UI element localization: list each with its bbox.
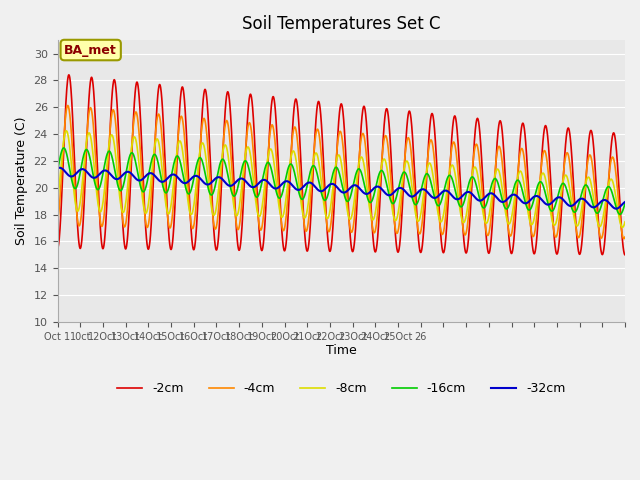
-8cm: [549, 220, 557, 226]
-4cm: [54, 220, 61, 226]
-2cm: [549, 216, 557, 222]
-32cm: [612, 206, 620, 212]
-4cm: [610, 157, 618, 163]
-8cm: [271, 171, 279, 177]
-2cm: [65, 72, 73, 78]
-2cm: [54, 245, 61, 251]
Line: -4cm: -4cm: [58, 106, 625, 239]
-2cm: [610, 131, 618, 136]
-16cm: [118, 185, 126, 191]
-2cm: [296, 140, 304, 145]
-32cm: [56, 165, 63, 170]
-32cm: [610, 205, 618, 211]
-16cm: [549, 208, 557, 214]
-16cm: [296, 193, 304, 199]
-8cm: [610, 184, 618, 190]
-32cm: [118, 172, 126, 178]
-4cm: [549, 221, 557, 227]
-4cm: [271, 142, 279, 148]
Legend: -2cm, -4cm, -8cm, -16cm, -32cm: -2cm, -4cm, -8cm, -16cm, -32cm: [112, 377, 570, 400]
-32cm: [271, 186, 279, 192]
-8cm: [54, 198, 61, 204]
Y-axis label: Soil Temperature (C): Soil Temperature (C): [15, 117, 28, 245]
Title: Soil Temperatures Set C: Soil Temperatures Set C: [242, 15, 440, 33]
Line: -32cm: -32cm: [58, 168, 625, 209]
-8cm: [621, 219, 629, 225]
-16cm: [271, 185, 279, 191]
Text: BA_met: BA_met: [65, 44, 117, 57]
Line: -8cm: -8cm: [58, 131, 625, 227]
-16cm: [621, 201, 629, 206]
X-axis label: Time: Time: [326, 345, 356, 358]
-4cm: [620, 236, 628, 241]
-16cm: [60, 145, 68, 151]
-16cm: [54, 168, 61, 174]
-4cm: [152, 124, 160, 130]
Line: -16cm: -16cm: [58, 148, 625, 215]
-8cm: [296, 190, 304, 196]
-2cm: [118, 215, 126, 221]
-4cm: [64, 103, 72, 108]
-4cm: [621, 234, 629, 240]
-32cm: [549, 199, 557, 204]
-4cm: [296, 168, 304, 174]
-32cm: [296, 187, 304, 192]
-4cm: [118, 215, 126, 220]
-8cm: [118, 209, 126, 215]
-8cm: [619, 224, 627, 230]
-8cm: [62, 128, 70, 134]
-8cm: [152, 137, 160, 143]
-2cm: [152, 118, 160, 124]
-32cm: [621, 199, 629, 205]
-2cm: [271, 107, 279, 113]
-16cm: [610, 197, 618, 203]
-32cm: [54, 166, 61, 171]
-16cm: [152, 153, 160, 159]
-16cm: [616, 212, 624, 217]
-2cm: [621, 252, 629, 258]
Line: -2cm: -2cm: [58, 75, 625, 255]
-32cm: [152, 174, 160, 180]
